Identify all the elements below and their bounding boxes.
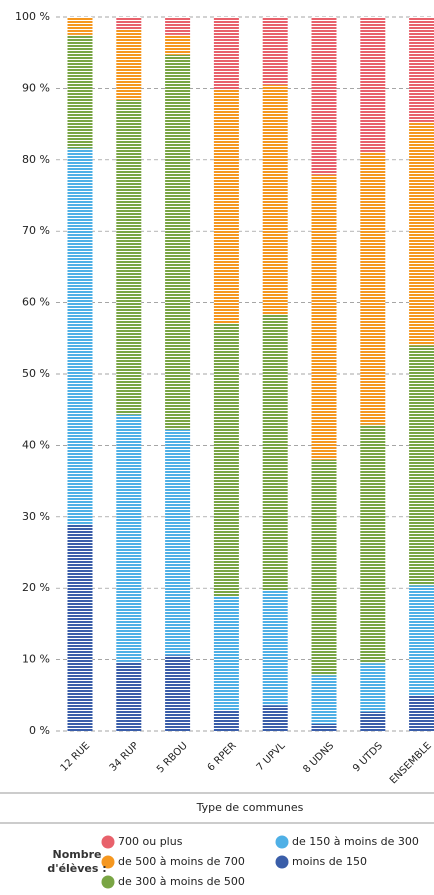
y-tick-label: 30 % bbox=[22, 510, 50, 523]
bar-segment bbox=[262, 17, 288, 85]
legend-label: de 150 à moins de 300 bbox=[292, 835, 419, 848]
bar-segment bbox=[165, 54, 191, 430]
bar-segment bbox=[165, 17, 191, 35]
bar-segment bbox=[262, 705, 288, 731]
bar-segment bbox=[213, 89, 239, 324]
y-tick-label: 90 % bbox=[22, 81, 50, 94]
x-tick-label: 6 RPER bbox=[206, 740, 239, 773]
bar-segment bbox=[116, 661, 142, 731]
x-tick-label: 34 RUP bbox=[108, 740, 141, 773]
x-tick-label: 5 RBOU bbox=[155, 740, 190, 775]
bar-segment bbox=[311, 675, 337, 724]
x-tick-label: 8 UDNS bbox=[301, 740, 336, 775]
bar-segment bbox=[67, 148, 93, 524]
y-tick-label: 10 % bbox=[22, 653, 50, 666]
bar-segment bbox=[213, 17, 239, 90]
y-tick-label: 80 % bbox=[22, 153, 50, 166]
legend-swatch bbox=[275, 835, 289, 849]
y-tick-label: 40 % bbox=[22, 438, 50, 451]
legend-swatch bbox=[275, 855, 289, 869]
bar-segment bbox=[262, 314, 288, 591]
legend-label: moins de 150 bbox=[292, 855, 367, 868]
bar-segment bbox=[409, 121, 434, 346]
bar-segment bbox=[116, 99, 142, 415]
x-axis-label: Type de communes bbox=[196, 801, 304, 814]
bar-segment bbox=[360, 711, 386, 731]
y-tick-label: 50 % bbox=[22, 367, 50, 380]
bar-segment bbox=[116, 29, 142, 100]
bar-segment bbox=[116, 17, 142, 30]
bar-segment bbox=[311, 723, 337, 731]
bar-segment bbox=[67, 17, 93, 35]
legend-label: de 500 à moins de 700 bbox=[118, 855, 245, 868]
bar-segment bbox=[67, 523, 93, 731]
y-tick-label: 60 % bbox=[22, 296, 50, 309]
bar-segment bbox=[409, 17, 434, 122]
legend-swatch bbox=[101, 855, 115, 869]
bar-segment bbox=[213, 596, 239, 711]
bar-segment bbox=[165, 655, 191, 731]
bar-segment bbox=[409, 695, 434, 731]
x-tick-label: 7 UPVL bbox=[255, 740, 288, 773]
legend-swatch bbox=[101, 835, 115, 849]
bar-segment bbox=[360, 151, 386, 425]
bar-segment bbox=[311, 174, 337, 460]
x-tick-label: 9 UTDS bbox=[351, 740, 385, 774]
bar-segment bbox=[360, 424, 386, 664]
legend-swatch bbox=[101, 875, 115, 889]
x-tick-label: 12 RUE bbox=[59, 740, 93, 774]
legend-title: Nombre d'élèves : bbox=[47, 848, 107, 875]
y-tick-label: 100 % bbox=[15, 10, 50, 23]
bar-segment bbox=[311, 459, 337, 676]
bar-segment bbox=[116, 414, 142, 662]
y-tick-label: 20 % bbox=[22, 581, 50, 594]
bar-segment bbox=[165, 34, 191, 55]
bar-segment bbox=[262, 590, 288, 706]
bar-segment bbox=[213, 323, 239, 597]
bar-segment bbox=[67, 34, 93, 149]
bar-segment bbox=[360, 663, 386, 712]
bar-segment bbox=[311, 17, 337, 175]
bar-segment bbox=[262, 84, 288, 315]
y-tick-label: 0 % bbox=[29, 724, 50, 737]
legend-label: 700 ou plus bbox=[118, 835, 183, 848]
bar-segment bbox=[165, 429, 191, 656]
x-tick-label: ENSEMBLE bbox=[388, 740, 434, 786]
bar-segment bbox=[213, 710, 239, 731]
bar-segment bbox=[409, 345, 434, 586]
bar-segment bbox=[360, 17, 386, 152]
bar-segment bbox=[409, 585, 434, 696]
y-tick-label: 70 % bbox=[22, 224, 50, 237]
legend-label: de 300 à moins de 500 bbox=[118, 875, 245, 888]
